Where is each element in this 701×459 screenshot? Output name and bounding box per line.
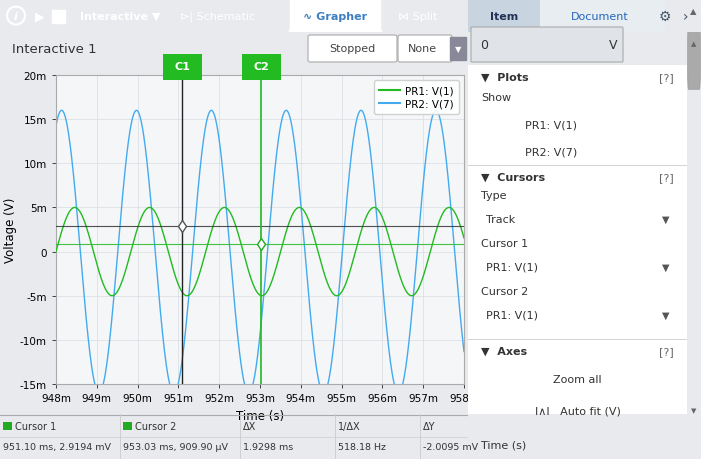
Text: PR1: V(1): PR1: V(1): [486, 263, 538, 272]
FancyBboxPatch shape: [161, 55, 205, 81]
Text: 0: 0: [480, 39, 488, 52]
Text: 951.10 ms, 2.9194 mV: 951.10 ms, 2.9194 mV: [3, 442, 111, 451]
Text: Cursor 2: Cursor 2: [135, 421, 177, 431]
Text: 953.03 ms, 909.90 μV: 953.03 ms, 909.90 μV: [123, 442, 228, 451]
Bar: [52, 11, 65, 24]
Text: C2: C2: [253, 62, 269, 72]
FancyBboxPatch shape: [148, 0, 701, 459]
FancyBboxPatch shape: [258, 0, 701, 459]
Text: ▼: ▼: [662, 214, 669, 224]
Text: ✓: ✓: [489, 148, 499, 157]
Text: ▲: ▲: [691, 41, 697, 47]
Text: Type: Type: [481, 190, 507, 201]
Bar: [468, 0, 540, 33]
FancyBboxPatch shape: [148, 0, 701, 459]
Text: ▼: ▼: [662, 310, 669, 320]
Text: -2.0095 mV: -2.0095 mV: [423, 442, 478, 451]
Text: Show: Show: [481, 93, 511, 103]
Text: ›: ›: [682, 10, 688, 23]
Text: i: i: [14, 11, 18, 22]
Y-axis label: Voltage (V): Voltage (V): [4, 197, 17, 263]
X-axis label: Time (s): Time (s): [236, 409, 284, 422]
FancyBboxPatch shape: [290, 0, 380, 32]
Text: Cursor 1: Cursor 1: [481, 239, 529, 248]
Text: V: V: [608, 39, 618, 52]
Text: ▼  Plots: ▼ Plots: [481, 73, 529, 83]
Text: 518.18 Hz: 518.18 Hz: [338, 442, 386, 451]
Text: PR1: V(1): PR1: V(1): [525, 120, 577, 130]
Text: Zoom all: Zoom all: [553, 374, 602, 384]
Text: ✓: ✓: [489, 120, 499, 130]
Text: Stopped: Stopped: [329, 45, 375, 54]
Text: None: None: [407, 45, 437, 54]
FancyBboxPatch shape: [398, 36, 452, 63]
FancyBboxPatch shape: [471, 28, 623, 63]
Text: ΔY: ΔY: [423, 421, 435, 431]
FancyBboxPatch shape: [688, 25, 700, 90]
FancyBboxPatch shape: [148, 0, 701, 459]
Text: ∿ Grapher: ∿ Grapher: [303, 11, 367, 22]
Text: Document: Document: [571, 11, 629, 22]
Text: ▼: ▼: [455, 45, 461, 54]
FancyBboxPatch shape: [148, 0, 701, 459]
FancyBboxPatch shape: [148, 0, 701, 459]
Text: ⊳| Schematic: ⊳| Schematic: [180, 11, 256, 22]
Text: ▶: ▶: [35, 10, 45, 23]
Legend: PR1: V(1), PR2: V(7): PR1: V(1), PR2: V(7): [374, 81, 458, 114]
Text: ▼: ▼: [691, 407, 697, 413]
Text: I∧I   Auto fit (V): I∧I Auto fit (V): [535, 406, 620, 416]
Text: Track: Track: [486, 214, 515, 224]
Bar: [540, 0, 665, 33]
FancyBboxPatch shape: [308, 36, 397, 63]
Bar: [123, 422, 132, 430]
Text: 1.9298 ms: 1.9298 ms: [243, 442, 293, 451]
FancyBboxPatch shape: [239, 55, 283, 81]
Text: Interactive ▼: Interactive ▼: [80, 11, 161, 22]
Text: ▼  Axes: ▼ Axes: [481, 346, 527, 356]
Text: Cursor 1: Cursor 1: [15, 421, 56, 431]
Text: [?]: [?]: [659, 73, 674, 83]
Text: PR1: V(1): PR1: V(1): [486, 310, 538, 320]
Text: Time (s): Time (s): [481, 440, 526, 450]
Bar: [3, 422, 12, 430]
Text: PR2: V(7): PR2: V(7): [525, 148, 577, 157]
Text: ▲: ▲: [690, 7, 696, 17]
Bar: [450, 38, 466, 61]
Text: Minimum: Minimum: [481, 458, 533, 459]
FancyBboxPatch shape: [258, 0, 701, 459]
FancyBboxPatch shape: [236, 0, 701, 459]
Text: Interactive 1: Interactive 1: [12, 43, 97, 56]
Text: 1/ΔX: 1/ΔX: [338, 421, 360, 431]
Text: ▼: ▼: [662, 263, 669, 272]
Text: ▼  Cursors: ▼ Cursors: [481, 173, 545, 183]
Text: Cursor 2: Cursor 2: [481, 286, 529, 297]
Text: ⋈ Split: ⋈ Split: [398, 11, 437, 22]
Text: [?]: [?]: [659, 346, 674, 356]
Text: ⚙: ⚙: [659, 10, 672, 23]
Text: C1: C1: [175, 62, 191, 72]
Text: [?]: [?]: [659, 173, 674, 183]
Text: ΔX: ΔX: [243, 421, 257, 431]
Text: Item: Item: [490, 11, 518, 22]
